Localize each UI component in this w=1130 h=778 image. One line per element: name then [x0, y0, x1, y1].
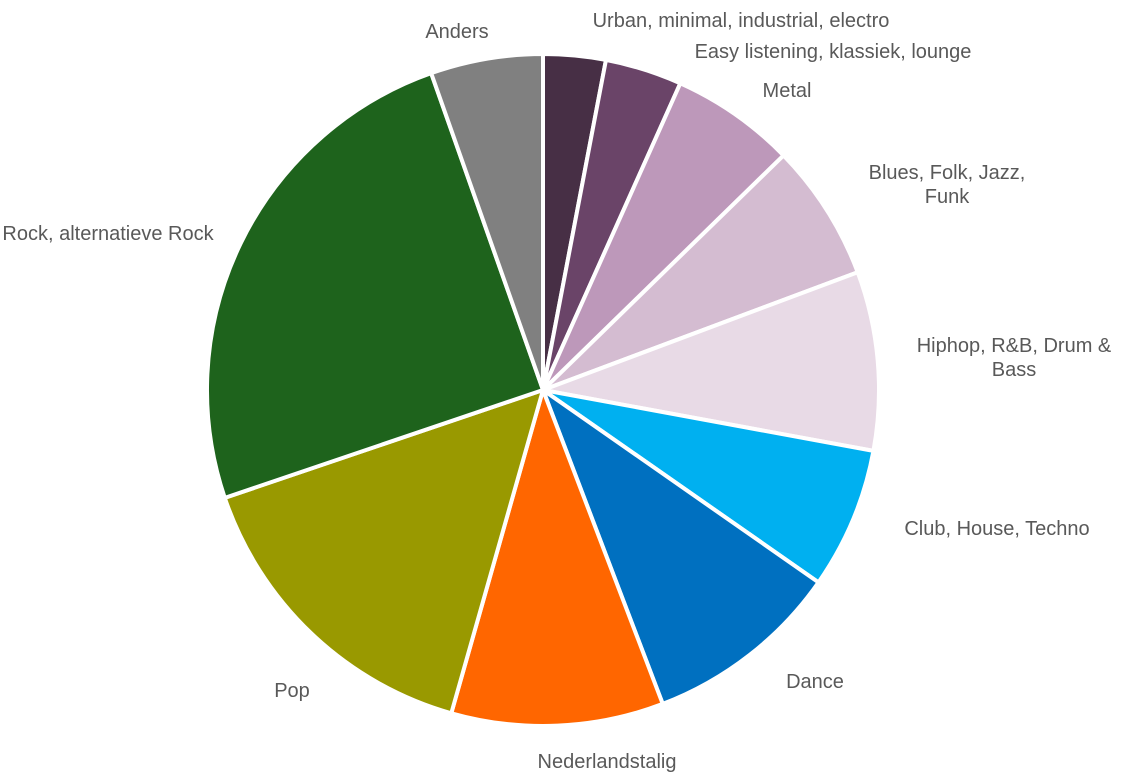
- pie-slice-4: [541, 270, 882, 453]
- label-metal: Metal: [763, 80, 812, 102]
- label-anders: Anders: [425, 21, 488, 43]
- label-dance: Dance: [786, 671, 844, 693]
- pie-slices: [205, 52, 882, 728]
- pie-slice-10: [429, 52, 545, 392]
- pie-slice-3: [541, 153, 860, 392]
- label-hiphop: Hiphop, R&B, Drum & Bass: [917, 335, 1112, 381]
- label-blues: Blues, Folk, Jazz, Funk: [869, 162, 1026, 208]
- label-club: Club, House, Techno: [904, 518, 1089, 540]
- label-easy-listening: Easy listening, klassiek, lounge: [695, 41, 972, 63]
- pie-slice-7: [449, 388, 665, 728]
- label-rock: Rock, alternatieve Rock: [2, 223, 214, 245]
- pie-slice-2: [541, 81, 786, 392]
- pie-slice-5: [541, 388, 876, 585]
- pie-slice-9: [205, 71, 545, 500]
- pie-slice-6: [541, 388, 821, 706]
- pie-slice-8: [222, 388, 545, 716]
- label-nederlandstalig: Nederlandstalig: [538, 751, 677, 773]
- label-pop: Pop: [274, 680, 310, 702]
- label-urban: Urban, minimal, industrial, electro: [593, 10, 890, 32]
